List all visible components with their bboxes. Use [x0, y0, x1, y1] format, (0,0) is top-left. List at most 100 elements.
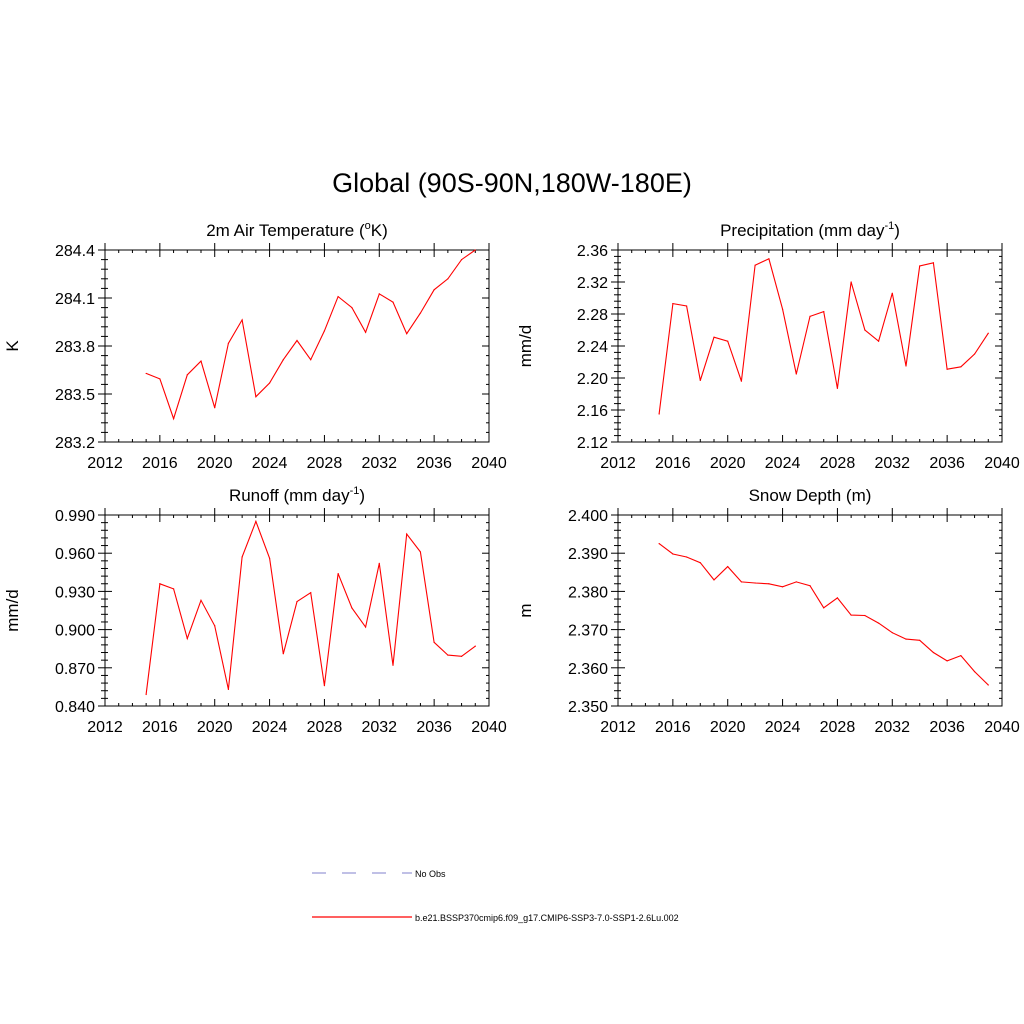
y-tick-label: 2.400: [568, 508, 608, 525]
data-point: [877, 340, 880, 342]
x-tick-label: 2028: [820, 719, 856, 736]
x-tick-label: 2040: [471, 455, 507, 472]
y-tick-label: 0.840: [55, 699, 95, 716]
data-point: [768, 258, 770, 260]
y-tick-label: 2.390: [568, 546, 608, 563]
y-tick-label: 284.1: [55, 291, 95, 308]
data-point: [337, 572, 339, 575]
legend-label: b.e21.BSSP370cmip6.f09_g17.CMIP6-SSP3-7.…: [415, 913, 679, 923]
x-tick-label: 2040: [984, 719, 1020, 736]
x-tick-label: 2040: [984, 455, 1020, 472]
series-line: [145, 249, 476, 421]
data-point: [227, 342, 230, 344]
plot-frame: [104, 249, 490, 443]
data-point: [433, 289, 435, 291]
data-point: [200, 599, 202, 601]
data-point: [946, 660, 948, 662]
data-point: [672, 553, 674, 555]
data-point: [905, 365, 907, 367]
y-tick-label: 283.5: [55, 387, 95, 404]
series-line: [658, 543, 989, 686]
data-point: [823, 607, 825, 609]
data-point: [699, 562, 701, 564]
y-axis-label: mm/d: [3, 589, 22, 632]
data-point: [392, 301, 394, 303]
data-point: [227, 688, 230, 691]
y-tick-label: 2.36: [577, 243, 608, 260]
data-point: [419, 551, 422, 553]
data-point: [727, 340, 729, 342]
y-tick-label: 2.16: [577, 403, 608, 420]
data-point: [378, 293, 380, 295]
data-point: [946, 368, 948, 370]
data-point: [973, 353, 976, 355]
y-axis-label: mm/d: [516, 325, 535, 368]
data-point: [255, 396, 257, 398]
x-tick-label: 2040: [471, 719, 507, 736]
data-point: [310, 359, 312, 361]
data-point: [795, 581, 797, 583]
data-point: [877, 622, 880, 624]
data-point: [447, 654, 449, 656]
x-tick-label: 2028: [307, 719, 343, 736]
x-tick-label: 2016: [655, 455, 691, 472]
data-point: [781, 308, 784, 310]
y-tick-label: 0.900: [55, 623, 95, 640]
data-point: [795, 373, 797, 375]
x-tick-label: 2012: [600, 455, 636, 472]
plot-frame: [617, 514, 1003, 707]
y-tick-label: 2.12: [577, 435, 608, 452]
y-tick-label: 2.370: [568, 623, 608, 640]
data-point: [364, 331, 367, 333]
x-tick-label: 2032: [874, 455, 910, 472]
data-point: [282, 359, 284, 361]
data-point: [255, 520, 257, 522]
data-point: [823, 311, 825, 313]
panel-title: Snow Depth (m): [749, 486, 872, 505]
panel-title: Runoff (mm day-1): [229, 485, 365, 505]
x-tick-label: 2012: [600, 719, 636, 736]
data-point: [809, 315, 811, 317]
data-point: [685, 556, 688, 558]
data-point: [740, 581, 743, 583]
data-point: [323, 685, 326, 687]
data-point: [699, 379, 701, 381]
data-point: [864, 329, 866, 331]
data-point: [685, 305, 688, 307]
data-point: [987, 684, 989, 686]
panel-title: Precipitation (mm day-1): [720, 220, 900, 240]
x-tick-label: 2012: [87, 719, 123, 736]
data-point: [754, 264, 756, 266]
x-tick-label: 2024: [765, 719, 801, 736]
data-point: [932, 651, 935, 654]
data-point: [282, 653, 284, 655]
x-tick-label: 2020: [197, 719, 233, 736]
x-tick-label: 2024: [765, 455, 801, 472]
y-tick-label: 2.380: [568, 584, 608, 601]
x-tick-label: 2032: [361, 719, 397, 736]
data-point: [351, 307, 353, 309]
data-point: [186, 374, 188, 376]
data-point: [932, 262, 935, 264]
data-point: [850, 614, 852, 616]
data-point: [241, 556, 243, 558]
data-point: [419, 312, 422, 314]
data-point: [364, 626, 367, 628]
data-point: [145, 693, 147, 696]
x-tick-label: 2036: [929, 719, 965, 736]
series-line: [658, 258, 989, 415]
data-point: [768, 583, 770, 585]
data-point: [172, 418, 175, 420]
y-tick-label: 283.8: [55, 339, 95, 356]
data-point: [268, 382, 271, 384]
plot-frame: [104, 514, 490, 707]
data-point: [268, 557, 271, 559]
y-tick-label: 2.24: [577, 339, 608, 356]
y-tick-label: 2.350: [568, 699, 608, 716]
y-axis-label: m: [516, 603, 535, 617]
legend: No Obs b.e21.BSSP370cmip6.f09_g17.CMIP6-S…: [312, 869, 679, 923]
data-point: [378, 562, 380, 564]
data-point: [337, 296, 339, 298]
